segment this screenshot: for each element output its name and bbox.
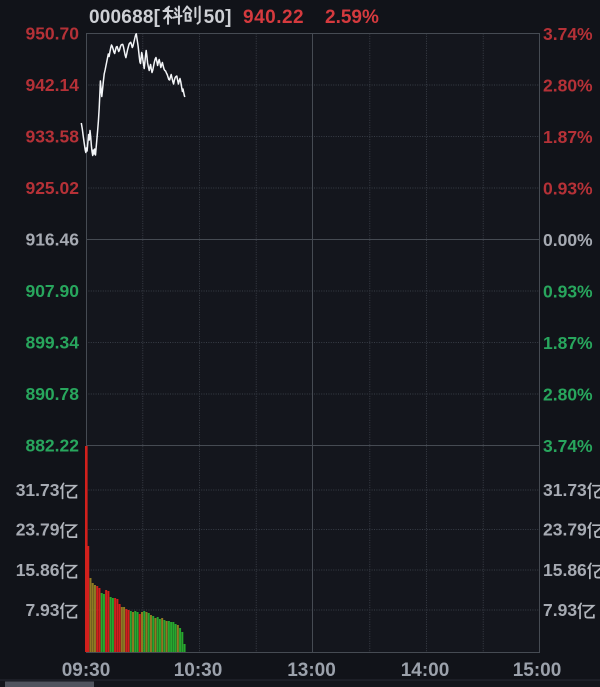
svg-text:0.93%: 0.93% [543, 178, 593, 198]
svg-text:23.79: 23.79 [543, 520, 587, 540]
svg-text:14:00: 14:00 [401, 660, 450, 681]
svg-text:13:00: 13:00 [287, 660, 336, 681]
svg-text:2.59%: 2.59% [325, 7, 379, 28]
svg-text:3.74%: 3.74% [543, 24, 593, 44]
svg-text:882.22: 882.22 [25, 436, 79, 456]
svg-text:1.87%: 1.87% [543, 333, 593, 353]
svg-text:31.73: 31.73 [543, 480, 587, 500]
svg-text:1.87%: 1.87% [543, 127, 593, 147]
svg-text:15:00: 15:00 [513, 660, 562, 681]
svg-text:23.79: 23.79 [16, 520, 60, 540]
svg-text:0.93%: 0.93% [543, 281, 593, 301]
svg-text:15.86: 15.86 [543, 560, 587, 580]
svg-text:907.90: 907.90 [25, 281, 79, 301]
svg-text:7.93: 7.93 [543, 600, 577, 620]
svg-text:000688[: 000688[ [89, 7, 161, 28]
svg-text:890.78: 890.78 [25, 384, 79, 404]
svg-text:09:30: 09:30 [62, 660, 111, 681]
svg-text:10:30: 10:30 [174, 660, 223, 681]
svg-text:942.14: 942.14 [25, 75, 79, 95]
svg-text:3.74%: 3.74% [543, 436, 593, 456]
svg-text:15.86: 15.86 [16, 560, 60, 580]
svg-text:31.73: 31.73 [16, 480, 60, 500]
svg-text:925.02: 925.02 [25, 178, 79, 198]
svg-text:916.46: 916.46 [25, 230, 79, 250]
svg-text:7.93: 7.93 [25, 600, 59, 620]
svg-text:899.34: 899.34 [25, 333, 79, 353]
svg-text:0.00%: 0.00% [543, 230, 593, 250]
svg-text:950.70: 950.70 [25, 24, 79, 44]
svg-text:2.80%: 2.80% [543, 384, 593, 404]
svg-text:933.58: 933.58 [25, 127, 79, 147]
svg-text:50]: 50] [204, 7, 232, 28]
svg-text:940.22: 940.22 [243, 7, 304, 28]
svg-text:2.80%: 2.80% [543, 75, 593, 95]
